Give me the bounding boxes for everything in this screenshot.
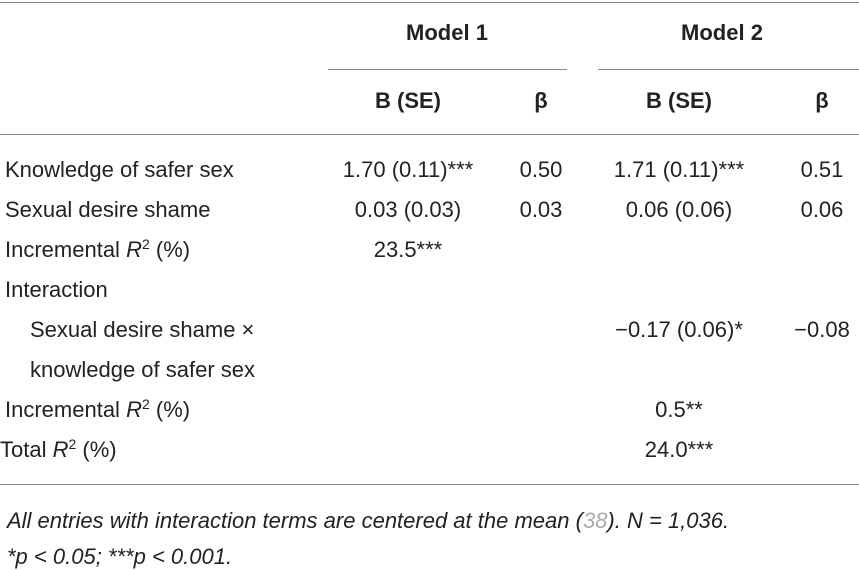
text-segment: Knowledge of safer sex bbox=[5, 157, 234, 182]
cell: 1.71 (0.11)*** bbox=[613, 157, 745, 182]
row-label: knowledge of safer sex bbox=[30, 359, 255, 381]
column-header: B (SE) bbox=[375, 88, 441, 113]
column-header: β bbox=[534, 88, 548, 113]
text-segment: *p < 0.05; ***p < 0.001. bbox=[7, 544, 233, 569]
cell: 0.03 bbox=[519, 197, 563, 222]
cell: 0.06 (0.06) bbox=[625, 197, 733, 222]
column-header: β bbox=[815, 88, 829, 113]
model-rule bbox=[328, 69, 567, 70]
text-segment: 38 bbox=[582, 508, 608, 533]
bottom-rule bbox=[0, 484, 859, 485]
text-segment: (%) bbox=[149, 397, 191, 422]
cell: 23.5*** bbox=[373, 237, 443, 262]
text-segment: 2 bbox=[141, 396, 150, 412]
cell: 0.51 bbox=[800, 157, 844, 182]
row-label: Total R2 (%) bbox=[0, 436, 117, 462]
cell: 0.03 (0.03) bbox=[354, 197, 462, 222]
text-segment: 2 bbox=[141, 236, 150, 252]
text-segment: Total bbox=[0, 437, 53, 462]
text-segment: All entries with interaction terms are c… bbox=[7, 508, 583, 533]
row-label: Incremental R2 (%) bbox=[5, 236, 191, 262]
row-label: Interaction bbox=[5, 279, 108, 301]
row-label: Knowledge of safer sex bbox=[5, 159, 234, 181]
cell: −0.17 (0.06)* bbox=[615, 317, 743, 342]
cell: 24.0*** bbox=[644, 437, 714, 462]
text-segment: knowledge of safer sex bbox=[30, 357, 256, 382]
cell: −0.08 bbox=[794, 317, 850, 342]
column-header: B (SE) bbox=[646, 88, 712, 113]
header-rule bbox=[0, 134, 859, 135]
cell: 0.5** bbox=[655, 397, 703, 422]
row-label: Sexual desire shame bbox=[5, 199, 210, 221]
cell: 0.06 bbox=[800, 197, 844, 222]
model-header: Model 2 bbox=[681, 20, 763, 45]
footnote: All entries with interaction terms are c… bbox=[7, 510, 729, 532]
text-segment: Interaction bbox=[5, 277, 108, 302]
text-segment: R bbox=[52, 437, 69, 462]
text-segment: (%) bbox=[76, 437, 117, 462]
top-rule bbox=[0, 2, 859, 3]
text-segment: 2 bbox=[68, 436, 77, 452]
text-segment: (%) bbox=[149, 237, 191, 262]
text-segment: Incremental bbox=[5, 397, 127, 422]
text-segment: Sexual desire shame × bbox=[30, 317, 255, 342]
model-rule bbox=[598, 69, 859, 70]
cell: 1.70 (0.11)*** bbox=[342, 157, 474, 182]
text-segment: R bbox=[126, 237, 142, 262]
text-segment: ). N = 1,036. bbox=[607, 508, 730, 533]
footnote: *p < 0.05; ***p < 0.001. bbox=[7, 546, 232, 568]
text-segment: R bbox=[126, 397, 142, 422]
row-label: Sexual desire shame × bbox=[30, 319, 254, 341]
text-segment: Sexual desire shame bbox=[5, 197, 211, 222]
row-label: Incremental R2 (%) bbox=[5, 396, 191, 422]
cell: 0.50 bbox=[519, 157, 563, 182]
text-segment: Incremental bbox=[5, 237, 127, 262]
model-header: Model 1 bbox=[406, 20, 488, 45]
